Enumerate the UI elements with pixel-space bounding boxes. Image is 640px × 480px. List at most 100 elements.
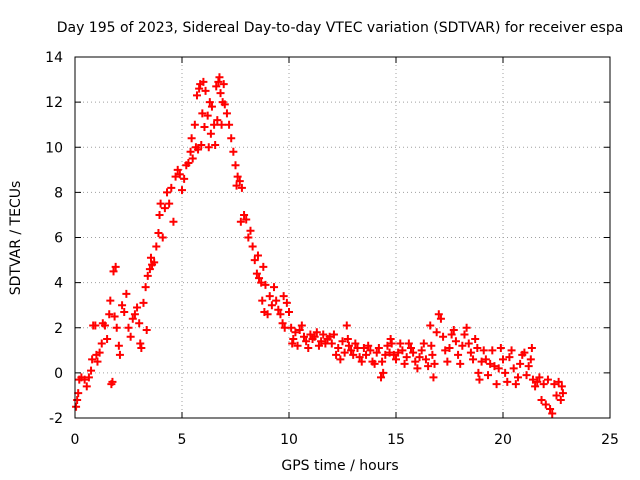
data-point (447, 330, 456, 339)
data-point (396, 339, 405, 348)
data-point (274, 305, 283, 314)
data-point (558, 389, 567, 398)
data-point (355, 353, 364, 362)
data-point (124, 323, 133, 332)
data-point (377, 373, 386, 382)
data-point (114, 341, 123, 350)
data-point (80, 375, 89, 384)
data-point (334, 344, 343, 353)
data-point (302, 337, 311, 346)
data-point (409, 348, 418, 357)
data-point (200, 122, 209, 131)
x-axis-label: GPS time / hours (281, 458, 398, 474)
x-tick-label: 25 (601, 432, 619, 448)
data-point (340, 348, 349, 357)
data-point (516, 359, 525, 368)
data-point (242, 215, 251, 224)
x-tick-label: 15 (387, 432, 405, 448)
data-point (492, 380, 501, 389)
data-point (163, 188, 172, 197)
data-point (432, 328, 441, 337)
grid-lines (75, 57, 610, 418)
data-point (436, 314, 445, 323)
data-point (546, 404, 555, 413)
data-point (537, 395, 546, 404)
data-point (344, 341, 353, 350)
data-point (88, 355, 97, 364)
data-point (402, 353, 411, 362)
data-point (178, 186, 186, 195)
data-point (87, 366, 96, 375)
y-tick-label: 4 (54, 276, 63, 292)
data-point (167, 183, 176, 192)
data-point (505, 353, 514, 362)
data-point (216, 89, 225, 98)
data-point (173, 165, 182, 174)
y-tick-label: 8 (54, 185, 63, 201)
y-tick-label: 6 (54, 231, 63, 247)
data-point (469, 355, 478, 364)
data-point (195, 84, 204, 93)
data-point (507, 346, 516, 355)
data-point (235, 177, 244, 186)
data-point (205, 98, 214, 107)
data-point (257, 278, 266, 287)
data-point (456, 359, 465, 368)
data-point (501, 368, 510, 377)
data-point (160, 204, 169, 213)
data-point (214, 77, 223, 86)
data-point (460, 330, 469, 339)
data-point (115, 350, 124, 359)
data-point (270, 283, 279, 292)
data-point (466, 348, 475, 357)
data-point (278, 319, 287, 328)
data-point (464, 339, 473, 348)
data-point (372, 348, 381, 357)
y-axis-ticks: -2 0 2 4 6 8 10 12 14 (45, 50, 610, 427)
data-point (289, 335, 298, 344)
data-point (291, 328, 300, 337)
data-point (524, 362, 533, 371)
x-tick-label: 10 (280, 432, 298, 448)
data-point (310, 332, 319, 341)
data-point (428, 350, 437, 359)
y-tick-label: 14 (45, 50, 63, 66)
data-point (394, 348, 403, 357)
data-point (383, 341, 392, 350)
data-point (494, 364, 503, 373)
data-point (222, 109, 231, 118)
data-point (103, 335, 112, 344)
y-tick-label: 12 (45, 95, 63, 111)
data-point (522, 371, 531, 380)
data-point (186, 147, 195, 156)
data-point (136, 339, 145, 348)
data-point (413, 364, 422, 373)
data-point (110, 312, 119, 321)
data-point (392, 355, 400, 364)
data-point (419, 339, 428, 348)
data-point (255, 274, 264, 283)
data-point (299, 332, 308, 341)
data-point (108, 377, 117, 386)
data-point (477, 357, 486, 366)
data-point (424, 362, 433, 371)
data-point (550, 380, 559, 389)
data-point (210, 120, 219, 129)
data-point (244, 233, 253, 242)
data-point (471, 335, 480, 344)
data-point (112, 323, 121, 332)
data-point (554, 377, 563, 386)
data-point (154, 228, 163, 237)
data-point (349, 350, 358, 359)
data-point (146, 253, 155, 262)
data-point (548, 409, 557, 418)
data-point (503, 377, 512, 386)
data-point (120, 307, 129, 316)
data-point (158, 233, 167, 242)
data-point (258, 296, 267, 305)
data-point (398, 346, 407, 355)
data-point (293, 341, 302, 350)
data-point (443, 357, 452, 366)
data-point (276, 310, 285, 319)
data-point (272, 296, 281, 305)
